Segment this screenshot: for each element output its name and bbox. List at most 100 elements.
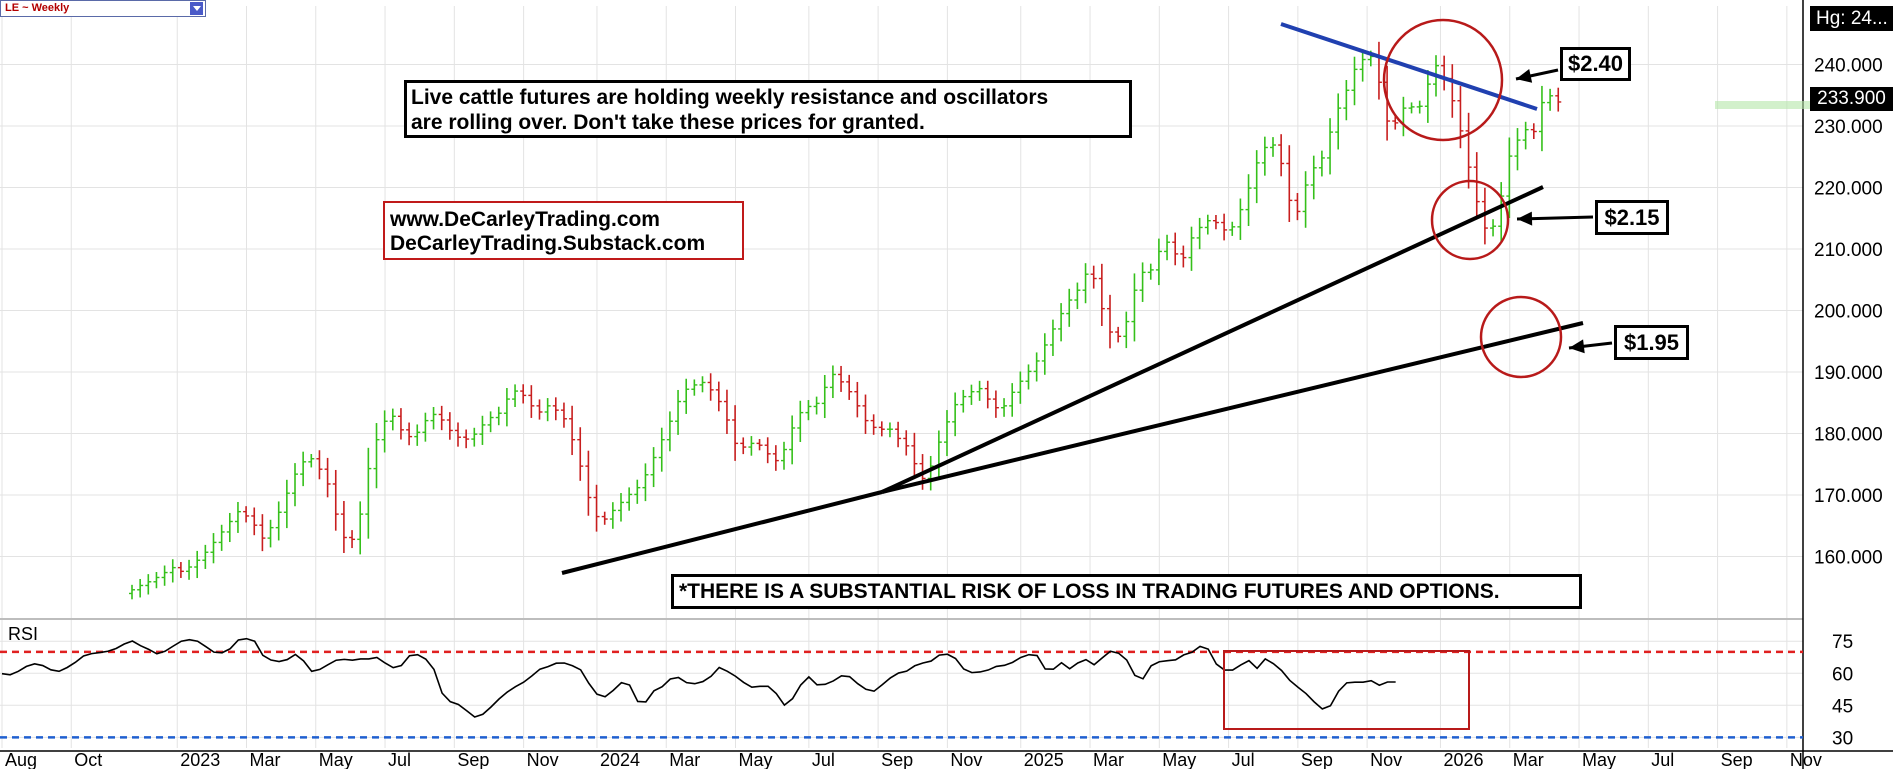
ohlc-bar [186,559,193,580]
rsi-highlight-box [1223,650,1470,730]
rsi-tick-label: 75 [1832,632,1853,653]
ohlc-bar [512,384,519,407]
ohlc-bar [202,544,209,569]
price-tick-label: 240.000 [1814,55,1883,76]
ohlc-bar [414,424,421,446]
ohlc-bar [1196,217,1203,250]
ohlc-bar [1498,182,1505,243]
ohlc-bar [992,390,999,418]
ohlc-bar [397,408,404,440]
ohlc-bar [1538,85,1545,152]
time-tick-label: Jul [1651,750,1674,769]
support-trendline-lower [561,490,883,575]
symbol-selector[interactable]: LE ~ Weekly [0,0,206,17]
time-tick-label: 2026 [1443,750,1483,769]
last-price-label: 233.900 [1810,87,1893,111]
time-tick-label: Sep [881,750,913,769]
price-tick-label: 160.000 [1814,548,1883,569]
ohlc-bar [944,410,950,457]
ohlc-bar [699,376,706,393]
ohlc-bar [1351,56,1358,106]
ohlc-bar [243,506,250,523]
ohlc-bar [650,447,657,488]
ohlc-bar [381,410,388,453]
ohlc-bar [723,389,730,434]
price-tick-label: 180.000 [1814,425,1883,446]
time-tick-label: Sep [1301,750,1333,769]
chevron-down-icon[interactable] [190,2,203,15]
ohlc-bar [1033,352,1040,382]
ohlc-bar [340,500,347,554]
ohlc-bar [1090,265,1097,289]
ohlc-bar [1155,238,1162,286]
ohlc-bar [1009,383,1016,417]
ohlc-bar [1001,398,1008,417]
ohlc-bar [251,507,258,536]
ohlc-bar [1164,234,1171,261]
ohlc-bar [1017,371,1024,404]
rsi-tick-label: 45 [1832,696,1853,717]
ohlc-bar [210,533,217,564]
ohlc-bar [283,479,290,529]
ohlc-bar [275,501,282,541]
symbol-label: LE ~ Weekly [5,2,70,14]
ohlc-bar [1481,187,1488,245]
time-tick-label: Nov [950,750,982,769]
ohlc-bar [153,571,160,589]
ohlc-bar [691,379,698,396]
ohlc-bar [1115,326,1122,343]
ohlc-bar [585,450,592,516]
ohlc-bar [658,427,665,472]
ohlc-bar [740,437,747,455]
price-label-2-15-text: $2.15 [1604,205,1660,230]
ohlc-bar [169,559,176,583]
ohlc-bar [463,429,470,449]
ohlc-bar [813,396,820,415]
support-trendline-steep [881,185,1544,494]
price-label-1-95: $1.95 [1614,325,1689,360]
price-tick-label: 200.000 [1814,302,1883,323]
ohlc-bar [626,487,633,511]
time-tick-label: May [319,750,353,769]
price-label-1-95-text: $1.95 [1623,330,1680,355]
time-tick-label: Jul [388,750,411,769]
arrow-2-40-head [1516,69,1533,83]
ohlc-bar [552,397,559,421]
ohlc-bar [1547,88,1554,111]
ohlc-bar [1318,150,1325,177]
ohlc-bar [471,427,478,447]
ohlc-bar [1082,263,1089,304]
time-tick-label: Mar [669,750,700,769]
ohlc-bar [1025,364,1032,390]
ohlc-bar [789,415,796,465]
ohlc-bar [838,365,845,392]
high-price-label: Hg: 24... [1810,6,1893,31]
ohlc-bar [1294,193,1301,221]
arrow-1-95-head [1569,339,1585,354]
ohlc-bar [226,512,233,543]
headline-line-2: are rolling over. Don't take these price… [411,111,925,134]
headline-line-1: Live cattle futures are holding weekly r… [411,86,1049,109]
ohlc-bar [487,411,494,433]
ohlc-bar [821,375,828,419]
ohlc-bar [324,457,331,498]
ohlc-bar [829,365,836,399]
resistance-circle [1382,18,1504,142]
arrow-2-15-head [1517,211,1533,226]
ohlc-bar [675,389,682,435]
time-tick-label: 2025 [1024,750,1064,769]
ohlc-bar [781,441,787,470]
ohlc-bar [854,381,861,418]
time-tick-label: Sep [457,750,489,769]
ohlc-bar [528,385,535,418]
ohlc-bar [357,501,364,555]
ohlc-bar [1074,282,1081,310]
ohlc-bar [1066,288,1073,327]
ohlc-bar [601,511,608,525]
price-tick-label: 170.000 [1814,486,1883,507]
ohlc-bar [748,436,755,456]
ohlc-bar [952,392,959,437]
ohlc-bar [1261,136,1268,176]
ohlc-bar [267,519,274,548]
ohlc-bar [1522,121,1529,150]
